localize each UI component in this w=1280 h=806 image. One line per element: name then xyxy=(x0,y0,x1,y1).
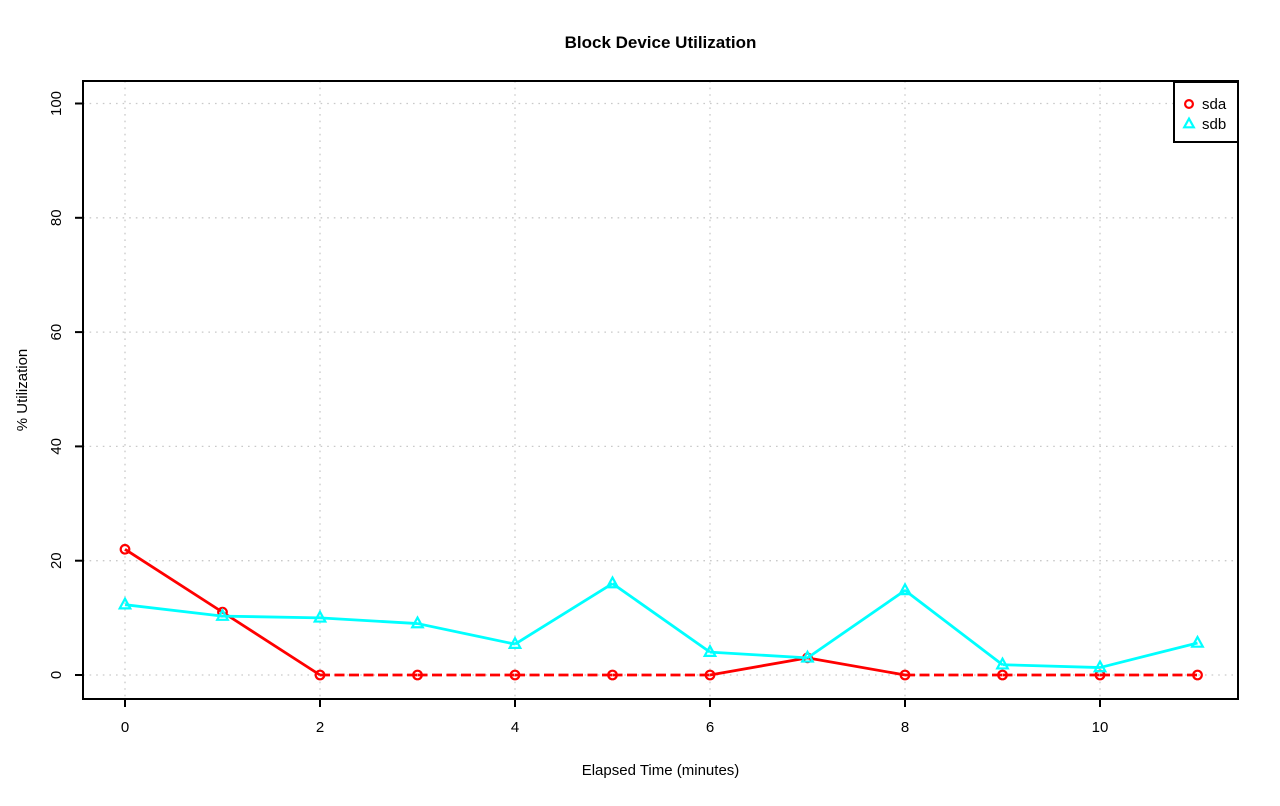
data-point-circle xyxy=(509,669,521,681)
data-point-triangle xyxy=(800,649,815,663)
data-point-circle xyxy=(412,669,423,681)
data-point-circle xyxy=(899,669,911,681)
x-tick-label: 4 xyxy=(511,719,519,736)
legend-marker-circle xyxy=(1183,98,1194,109)
series-segment-sda xyxy=(221,610,321,677)
series-segment-sda xyxy=(124,548,224,614)
y-tick-label: 0 xyxy=(48,671,65,679)
data-point-circle xyxy=(1192,669,1203,681)
data-point-triangle xyxy=(410,615,425,629)
data-point-circle xyxy=(997,669,1008,681)
data-point-circle xyxy=(119,543,131,555)
series-segment-sdb xyxy=(222,614,321,620)
y-tick-label: 20 xyxy=(48,552,65,569)
y-tick-label: 80 xyxy=(48,209,65,226)
series-segment-sdb xyxy=(904,589,1004,666)
series-segment-sdb xyxy=(709,650,808,660)
plot-border xyxy=(82,80,1239,700)
data-point-triangle xyxy=(312,609,328,623)
y-axis: 0 20 40 60 80 100 xyxy=(48,91,83,679)
series-segment-sdb xyxy=(124,603,223,618)
data-point-circle xyxy=(704,669,716,681)
series-segment-sdb xyxy=(806,589,906,660)
data-point-triangle xyxy=(117,596,133,610)
legend-label: sdb xyxy=(1202,116,1226,133)
data-point-triangle xyxy=(702,643,718,657)
legend-marker-triangle xyxy=(1182,116,1196,129)
data-point-triangle xyxy=(995,656,1010,670)
y-tick-label: 60 xyxy=(48,324,65,341)
series-segment-sdb xyxy=(1099,641,1198,669)
series-segment-sdb xyxy=(1002,663,1101,669)
data-point-circle xyxy=(314,669,326,681)
data-point-triangle xyxy=(215,607,230,621)
series-segment-sda xyxy=(807,656,906,677)
data-point-triangle xyxy=(1190,634,1205,648)
x-tick-label: 8 xyxy=(901,719,909,736)
x-tick-label: 0 xyxy=(121,719,129,736)
series-sdb xyxy=(117,575,1205,673)
x-axis-title: Elapsed Time (minutes) xyxy=(582,762,740,779)
data-point-triangle xyxy=(605,575,620,589)
series-segment-sdb xyxy=(417,622,516,646)
gridlines xyxy=(83,81,1238,699)
data-point-circle xyxy=(607,669,618,681)
legend: sda sdb xyxy=(1173,81,1239,143)
chart-title: Block Device Utilization xyxy=(565,33,757,52)
series-segment-sda xyxy=(709,656,808,677)
y-axis-title: % Utilization xyxy=(14,349,31,432)
data-point-triangle xyxy=(1092,659,1108,673)
series-segment-sdb xyxy=(319,616,418,625)
series-sda xyxy=(119,543,1203,681)
series-segment-sdb xyxy=(611,582,711,654)
x-tick-label: 2 xyxy=(316,719,324,736)
y-tick-label: 40 xyxy=(48,438,65,455)
y-tick-label: 100 xyxy=(48,91,65,116)
data-point-triangle xyxy=(507,635,523,649)
x-tick-label: 10 xyxy=(1092,719,1109,736)
x-axis: 0 2 4 6 8 10 xyxy=(121,699,1109,736)
data-point-triangle xyxy=(897,582,913,596)
legend-box xyxy=(1173,81,1239,143)
legend-label: sda xyxy=(1202,96,1227,113)
series-segment-sdb xyxy=(514,582,614,646)
x-tick-label: 6 xyxy=(706,719,714,736)
